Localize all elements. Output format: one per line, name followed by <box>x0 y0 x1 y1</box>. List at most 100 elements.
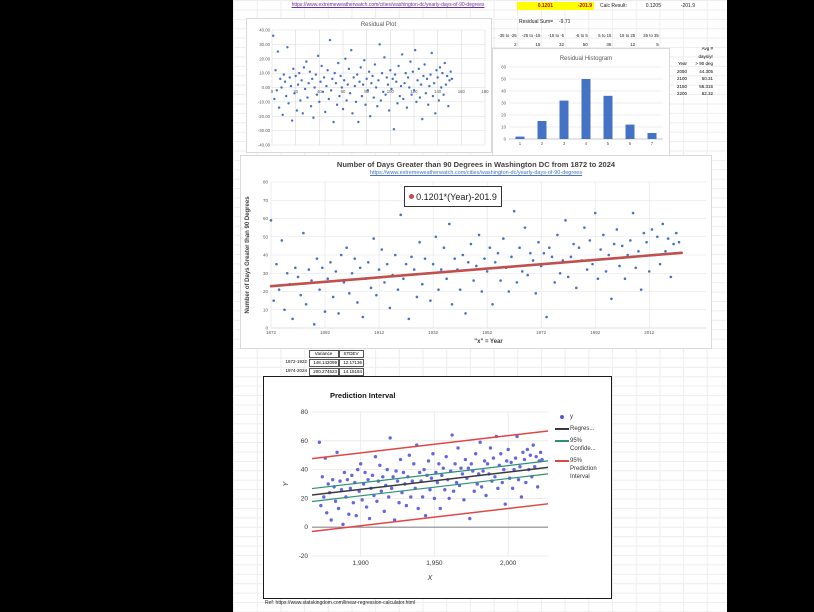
svg-text:60: 60 <box>501 65 506 70</box>
svg-text:40: 40 <box>501 89 506 94</box>
legend-line-icon <box>553 437 570 445</box>
pi-lower <box>311 503 549 533</box>
pi-upper <box>311 430 549 460</box>
intercept-cell[interactable]: -201.9 <box>555 1 594 10</box>
gridlines <box>270 181 706 329</box>
svg-text:6: 6 <box>629 141 632 146</box>
svg-text:70: 70 <box>263 198 269 203</box>
svg-text:180: 180 <box>481 89 489 94</box>
svg-text:-20.00: -20.00 <box>258 114 271 119</box>
source-url-link[interactable]: https://www.extremeweatherwatch.com/citi… <box>291 2 485 8</box>
svg-text:20: 20 <box>301 495 309 502</box>
legend-entry: y <box>553 413 597 421</box>
residual-histogram-chart[interactable]: 0 10 20 30 40 50 60 1 2 3 4 5 6 7 Residual Histogram <box>492 48 670 157</box>
bin-label: 5 to 15 <box>598 33 612 38</box>
projection-table-row: 2100 50.31 <box>676 76 713 81</box>
bin-count: 2 <box>514 41 517 47</box>
legend-entry: Regres... <box>553 425 597 433</box>
prediction-chart-title: Prediction Interval <box>330 391 396 400</box>
svg-text:80: 80 <box>263 180 269 185</box>
projection-table: Avg # days/yr Year > 90 deg 2050 44.305 2100 50… <box>660 45 713 98</box>
residual-points <box>271 34 454 131</box>
ci-upper <box>311 460 549 490</box>
main-scatter-chart[interactable]: Number of Days Greater than 90 Degrees i… <box>240 155 712 349</box>
svg-text:10: 10 <box>501 125 506 130</box>
bin-count: 32 <box>559 41 565 47</box>
trendline-equation: 0.1201*(Year)-201.9 <box>416 191 497 202</box>
residual-sum-label: Residual Sum= <box>519 19 554 25</box>
svg-text:Residual Plot: Residual Plot <box>361 22 397 28</box>
svg-text:Residual Histogram: Residual Histogram <box>560 56 612 62</box>
histogram-bin-counts-row: 2 15 32 50 36 12 5 <box>493 41 659 49</box>
projection-table-row: 2050 44.305 <box>676 68 713 74</box>
gridlines <box>312 411 548 557</box>
svg-text:40: 40 <box>263 253 269 258</box>
svg-text:10: 10 <box>263 307 269 312</box>
svg-text:0.00: 0.00 <box>262 85 271 90</box>
svg-text:0: 0 <box>304 524 308 531</box>
residual-plot-svg: 40.00 30.00 20.00 10.00 0.00 -10.00 -20.00 -30.… <box>258 22 489 148</box>
svg-text:-20: -20 <box>299 553 309 560</box>
projection-table-row: Avg # <box>701 46 713 51</box>
main-chart-subtitle-link[interactable]: https://www.extremeweatherwatch.com/citi… <box>369 170 583 176</box>
residual-plot-chart[interactable]: 40.00 30.00 20.00 10.00 0.00 -10.00 -20.00 -30.… <box>246 18 492 153</box>
svg-text:60: 60 <box>263 216 269 221</box>
spreadsheet: https://www.extremeweatherwatch.com/citi… <box>233 0 727 612</box>
variance-table-row: 1974-2024 200.274523 14.15184 <box>277 367 364 376</box>
bin-label: -25 to -15 <box>521 33 541 38</box>
svg-text:160: 160 <box>458 89 466 94</box>
svg-text:-30.00: -30.00 <box>258 128 271 133</box>
svg-text:20.00: 20.00 <box>259 56 270 61</box>
svg-text:"x" = Year: "x" = Year <box>474 339 503 345</box>
yearly-days-points <box>269 209 681 326</box>
svg-text:1: 1 <box>519 141 522 146</box>
svg-text:80: 80 <box>364 89 369 94</box>
histogram-bin-labels-row: -35 to -25 -25 to -15 -15 to -5 -5 to 5 5 to… <box>493 32 659 40</box>
reference-link[interactable]: Ref: https://www.statskingdom.com/linear… <box>265 600 416 606</box>
variance-table-row: 1872-1922 148.142099 12.17136 <box>277 358 364 367</box>
svg-text:0: 0 <box>265 326 268 331</box>
legend-line-icon <box>553 425 570 433</box>
svg-text:2,000: 2,000 <box>500 560 517 567</box>
svg-text:2012: 2012 <box>644 330 655 335</box>
bin-label: -15 to -5 <box>548 33 565 38</box>
legend-line-icon <box>553 457 570 465</box>
residual-sum-value: -9.71 <box>559 19 571 25</box>
svg-text:100: 100 <box>387 89 395 94</box>
residual-histogram-svg: 0 10 20 30 40 50 60 1 2 3 4 5 6 7 Residual Histogram <box>501 56 663 146</box>
main-chart-title: Number of Days Greater than 90 Degrees i… <box>336 160 616 169</box>
calc-result-label: Calc Result: <box>600 2 627 9</box>
svg-text:0: 0 <box>271 89 274 94</box>
trendline-legend-marker-icon <box>409 194 415 199</box>
bin-label: 25 to 35 <box>643 33 659 38</box>
svg-text:-10.00: -10.00 <box>258 99 271 104</box>
svg-text:20: 20 <box>501 113 506 118</box>
prediction-scatter-points <box>317 433 544 527</box>
prediction-chart-legend: y Regres... 95% Confide... 95% Prediction Inte… <box>553 413 597 481</box>
projection-table-row: 2200 62.32 <box>676 91 713 96</box>
svg-text:30: 30 <box>263 271 269 276</box>
svg-text:Y: Y <box>283 480 290 486</box>
bin-count: 5 <box>656 41 659 47</box>
bin-label: -5 to 5 <box>575 33 588 38</box>
svg-text:60: 60 <box>301 438 309 445</box>
svg-text:4: 4 <box>585 141 588 146</box>
svg-text:40.00: 40.00 <box>259 28 270 33</box>
svg-text:1,950: 1,950 <box>426 560 443 567</box>
svg-text:1932: 1932 <box>428 330 439 335</box>
svg-text:1,900: 1,900 <box>353 560 370 567</box>
svg-text:50: 50 <box>501 77 506 82</box>
bin-count: 50 <box>582 41 588 47</box>
svg-text:-40.00: -40.00 <box>258 143 271 148</box>
ci-lower <box>311 473 549 503</box>
svg-text:80: 80 <box>301 409 309 416</box>
svg-text:2: 2 <box>541 141 544 146</box>
histogram-bars <box>515 79 657 139</box>
svg-text:50: 50 <box>263 234 269 239</box>
slope-cell[interactable]: 0.1201 <box>517 1 555 10</box>
svg-text:5: 5 <box>607 141 610 146</box>
svg-text:10.00: 10.00 <box>259 71 270 76</box>
prediction-interval-chart[interactable]: Prediction Interval -20 0 20 40 60 80 1,900 1,9… <box>263 376 612 599</box>
projection-table-row: Year > 90 deg <box>677 61 713 66</box>
